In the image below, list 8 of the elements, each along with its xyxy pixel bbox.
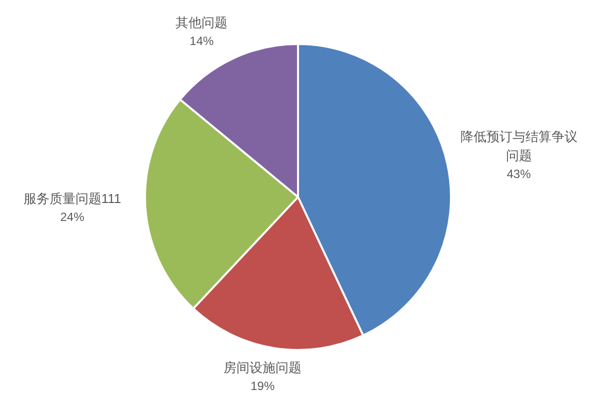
data-label: 14%	[188, 32, 215, 50]
slice-label: 其他问题	[174, 14, 229, 32]
data-label: 19%	[250, 378, 276, 396]
data-label: 43%	[506, 166, 532, 183]
slice-label: 服务质量问题111	[22, 190, 122, 208]
slice-label: 房间设施问题	[222, 359, 303, 378]
slice-label: 降低预订与结算争议问题	[459, 128, 578, 165]
data-label: 24%	[59, 209, 86, 226]
